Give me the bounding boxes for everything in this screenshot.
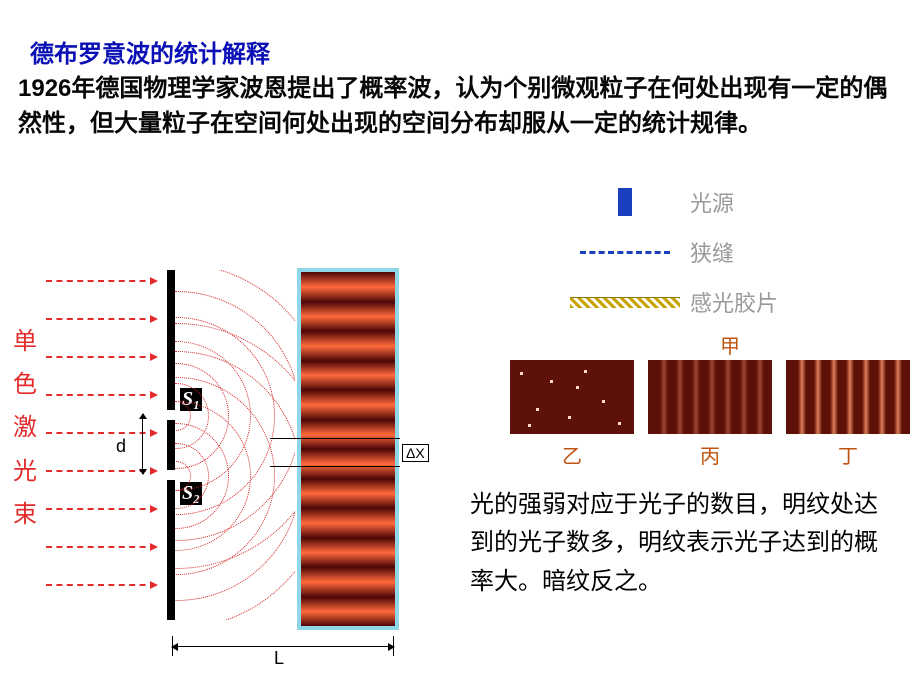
pattern-caption: 丁 [786,440,910,469]
dx-label: ΔX [402,444,429,462]
legend-source: 光源 [560,186,900,218]
section-title: 德布罗意波的统计解释 [30,34,270,69]
caption-row: 乙丙丁 [510,440,910,469]
slit-icon [580,251,670,254]
d-dimension [132,414,152,474]
legend: 光源 狭缝 感光胶片 甲 [560,186,900,359]
legend-slit: 狭缝 [560,236,900,268]
pattern-bing [648,360,772,434]
pattern-ding [786,360,910,434]
legend-film: 感光胶片 [560,286,900,318]
caption-jia: 甲 [560,330,900,359]
d-label: d [116,436,126,457]
legend-source-text: 光源 [690,186,734,218]
explanation-text: 光的强弱对应于光子的数目，明纹处达到的光子数多，明纹表示光子达到的概率大。暗纹反… [470,486,900,601]
interference-pattern [297,268,399,630]
pattern-row [510,360,910,434]
L-label: L [274,648,284,669]
film-icon [570,297,680,308]
slit-wall [167,270,175,620]
wave-circles [175,270,295,620]
beam-label: 单色激光束 [12,320,38,536]
legend-film-text: 感光胶片 [690,286,778,318]
double-slit-diagram: 单色激光束 S₁ S₂ d ΔX L [12,260,452,680]
source-icon [618,188,632,216]
pattern-yi [510,360,634,434]
legend-slit-text: 狭缝 [690,236,734,268]
pattern-caption: 乙 [510,440,634,469]
pattern-caption: 丙 [648,440,772,469]
intro-paragraph: 1926年德国物理学家波恩提出了概率波，认为个别微观粒子在何处出现有一定的偶然性… [18,72,898,142]
